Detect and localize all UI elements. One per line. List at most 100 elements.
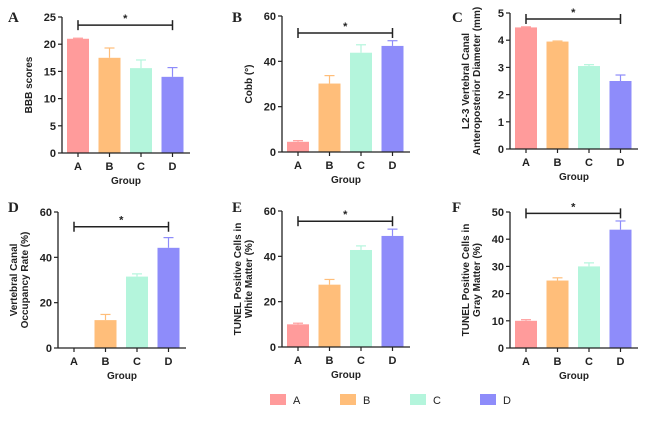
y-tick-label: 50 bbox=[492, 207, 504, 219]
y-tick-label: 40 bbox=[264, 56, 276, 68]
x-tick-label: D bbox=[389, 355, 397, 367]
y-tick-label: 60 bbox=[40, 207, 52, 219]
panel-label: F bbox=[452, 200, 461, 216]
panel-label: B bbox=[232, 10, 242, 26]
y-tick-label: 5 bbox=[498, 8, 504, 20]
y-tick-label: 25 bbox=[44, 12, 56, 24]
y-tick-label: 20 bbox=[44, 39, 56, 51]
bar-b bbox=[546, 280, 569, 348]
bar-b bbox=[94, 320, 117, 348]
x-tick-label: C bbox=[585, 157, 593, 169]
bar-c bbox=[126, 276, 148, 348]
y-tick-label: 20 bbox=[492, 289, 504, 301]
y-axis-label: Gray Matter (%) bbox=[472, 243, 483, 317]
bar-d bbox=[609, 81, 632, 149]
y-tick-label: 40 bbox=[40, 252, 52, 264]
y-tick-label: 40 bbox=[264, 251, 276, 263]
x-tick-label: A bbox=[294, 355, 302, 367]
legend-swatch-c bbox=[410, 394, 426, 405]
bar-d bbox=[157, 247, 180, 348]
legend-label-b: B bbox=[363, 395, 370, 407]
x-tick-label: C bbox=[137, 161, 145, 173]
y-tick-label: 60 bbox=[264, 206, 276, 218]
x-tick-label: D bbox=[617, 356, 625, 368]
x-tick-label: D bbox=[169, 161, 177, 173]
x-tick-label: D bbox=[165, 356, 173, 368]
bar-d bbox=[609, 229, 632, 348]
x-tick-label: A bbox=[294, 160, 302, 172]
significance-marker: * bbox=[123, 13, 128, 25]
x-axis-label: Group bbox=[331, 370, 361, 381]
x-axis-label: Group bbox=[559, 371, 589, 382]
y-tick-label: 0 bbox=[46, 343, 52, 355]
legend-label-c: C bbox=[433, 395, 441, 407]
y-tick-label: 5 bbox=[50, 121, 56, 133]
significance-marker: * bbox=[343, 209, 348, 221]
bar-a bbox=[287, 324, 309, 347]
x-tick-label: B bbox=[554, 157, 562, 169]
bar-a bbox=[515, 320, 537, 348]
x-tick-label: D bbox=[389, 160, 397, 172]
bar-b bbox=[546, 41, 569, 150]
y-axis-label: TUNEL Positive Cells in bbox=[233, 223, 244, 336]
y-tick-label: 1 bbox=[498, 117, 504, 129]
y-tick-label: 0 bbox=[498, 144, 504, 156]
x-tick-label: A bbox=[522, 157, 530, 169]
bar-c bbox=[578, 66, 600, 149]
x-tick-label: C bbox=[357, 355, 365, 367]
y-tick-label: 3 bbox=[498, 62, 504, 74]
y-axis-label: TUNEL Positive Cells in bbox=[461, 224, 472, 337]
x-tick-label: B bbox=[326, 160, 334, 172]
x-tick-label: B bbox=[106, 161, 114, 173]
x-tick-label: A bbox=[74, 161, 82, 173]
bar-a bbox=[515, 27, 537, 149]
bar-d bbox=[381, 235, 404, 347]
y-tick-label: 0 bbox=[50, 148, 56, 160]
bar-d bbox=[381, 45, 404, 152]
legend: A B C D bbox=[270, 394, 511, 407]
y-axis-label: Vertebral Canal bbox=[9, 243, 20, 316]
panel-a: A 0 5 10 15 20 25 A B C D Group BBB scores * bbox=[8, 10, 190, 187]
y-tick-label: 60 bbox=[264, 11, 276, 23]
bar-a bbox=[67, 38, 89, 154]
significance-marker: * bbox=[571, 7, 576, 19]
bar-b bbox=[318, 284, 341, 347]
y-tick-label: 20 bbox=[40, 298, 52, 310]
legend-swatch-d bbox=[480, 394, 496, 405]
y-axis-label: L2-3 Vertebral Canal bbox=[461, 33, 472, 129]
y-tick-label: 0 bbox=[270, 342, 276, 354]
bar-d bbox=[161, 76, 184, 153]
y-axis-label: Cobb (°) bbox=[244, 65, 255, 104]
y-axis-label: BBB scores bbox=[24, 56, 35, 113]
y-tick-label: 20 bbox=[264, 102, 276, 114]
x-axis-label: Group bbox=[559, 172, 589, 183]
y-tick-label: 15 bbox=[44, 66, 56, 78]
y-axis-label: White Matter (%) bbox=[244, 240, 255, 318]
significance-marker: * bbox=[119, 215, 124, 227]
legend-label-a: A bbox=[293, 395, 301, 407]
x-tick-label: B bbox=[326, 355, 334, 367]
y-tick-label: 10 bbox=[44, 94, 56, 106]
y-tick-label: 0 bbox=[270, 147, 276, 159]
bar-c bbox=[350, 52, 372, 152]
x-axis-label: Group bbox=[331, 175, 361, 186]
bar-c bbox=[130, 68, 152, 153]
x-tick-label: B bbox=[102, 356, 110, 368]
y-axis-label: Anteroposterior Diameter (mm) bbox=[472, 7, 483, 155]
y-tick-label: 2 bbox=[498, 90, 504, 102]
bar-b bbox=[98, 57, 121, 153]
panel-f: F 0 10 20 30 40 50 A B C D Group TUNEL Positive Cell… bbox=[452, 200, 638, 382]
y-axis-label: Occupancy Rate (%) bbox=[20, 232, 31, 329]
legend-swatch-a bbox=[270, 394, 286, 405]
panel-d: D 0 20 40 60 A B C D Group Vertebral Canal Occupanc… bbox=[8, 200, 186, 382]
panel-e: E 0 20 40 60 A B C D Group TUNEL Positive Cells in… bbox=[232, 200, 410, 381]
y-tick-label: 4 bbox=[498, 35, 505, 47]
legend-swatch-b bbox=[340, 394, 356, 405]
panel-c: C 0 1 2 3 4 5 A B C D Group L2-3 Vertebral Canal Ante… bbox=[452, 7, 638, 183]
x-axis-label: Group bbox=[107, 371, 137, 382]
panel-label: D bbox=[8, 200, 19, 216]
significance-marker: * bbox=[571, 201, 576, 213]
x-tick-label: C bbox=[585, 356, 593, 368]
legend-label-d: D bbox=[503, 395, 511, 407]
